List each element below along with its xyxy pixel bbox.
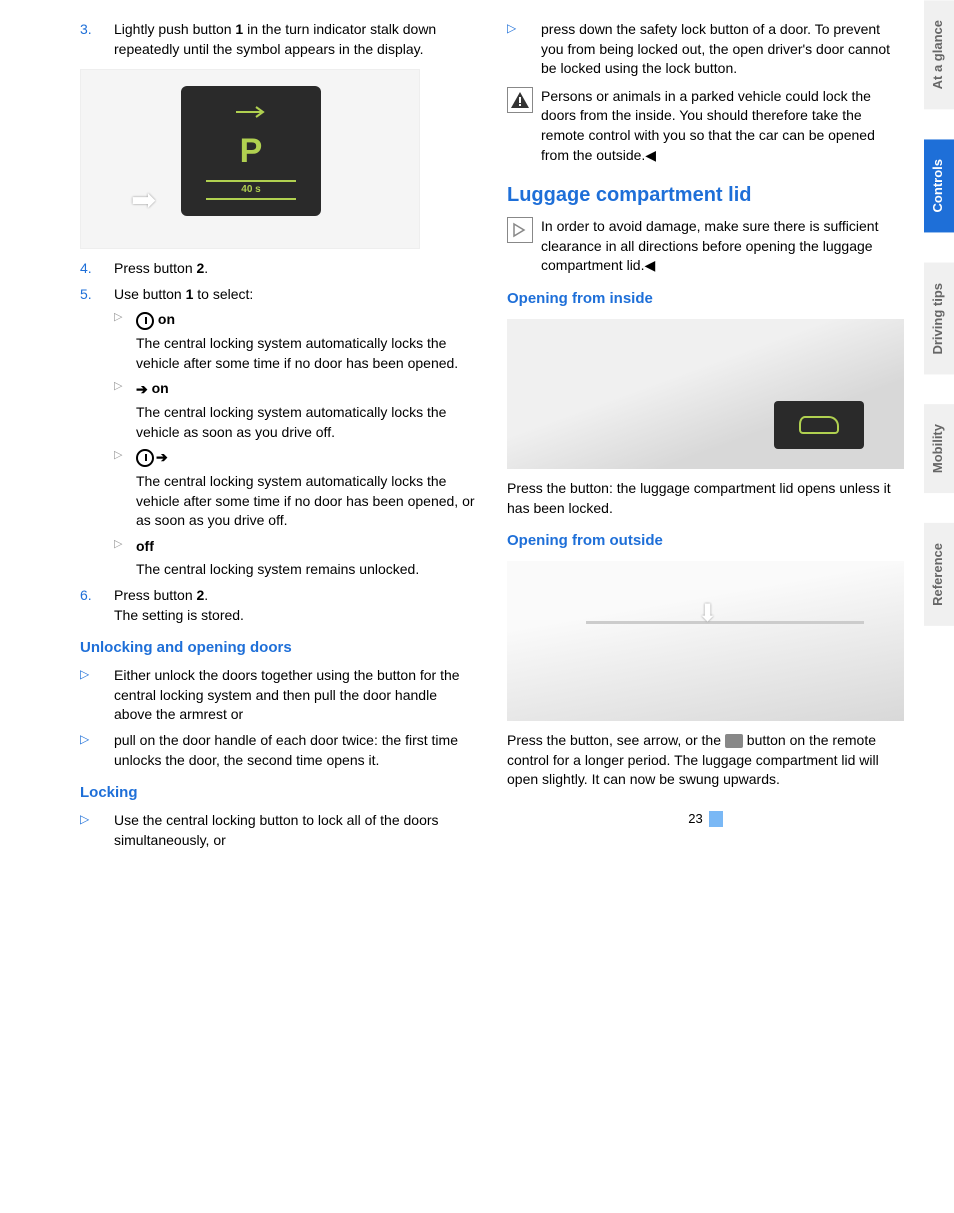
option-label: off	[136, 537, 477, 557]
heading-opening-inside: Opening from inside	[507, 288, 904, 309]
gauge-arrow-icon	[231, 102, 271, 122]
end-mark-icon: ◀	[644, 257, 655, 273]
option-clock-arrow: ▷ ➔	[114, 448, 477, 468]
page-number: 23	[507, 810, 904, 828]
trunk-image: ⬇	[507, 561, 904, 721]
tab-controls[interactable]: Controls	[924, 139, 954, 232]
option-text: The central locking system automatically…	[136, 403, 477, 442]
heading-opening-outside: Opening from outside	[507, 530, 904, 551]
outside-text: Press the button, see arrow, or the butt…	[507, 731, 904, 790]
car-trunk-icon	[799, 416, 839, 434]
tab-driving-tips[interactable]: Driving tips	[924, 263, 954, 375]
dashboard-image: P 40 s ➡	[80, 69, 420, 249]
triangle-bullet-icon: ▷	[80, 666, 114, 725]
step-number: 6.	[80, 586, 114, 625]
bullet-text: Use the central locking button to lock a…	[114, 811, 477, 850]
step-6: 6. Press button 2.The setting is stored.	[80, 586, 477, 625]
info-box: In order to avoid damage, make sure ther…	[507, 217, 904, 276]
step-number: 3.	[80, 20, 114, 59]
gauge-timer: 40 s	[206, 180, 296, 200]
bullet-text: pull on the door handle of each door twi…	[114, 731, 477, 770]
info-icon	[507, 217, 533, 243]
end-mark-icon: ◀	[645, 147, 656, 163]
pointer-arrow-icon: ➡	[131, 180, 156, 222]
heading-unlocking: Unlocking and opening doors	[80, 637, 477, 658]
clock-icon	[136, 312, 154, 330]
triangle-bullet-icon: ▷	[507, 20, 541, 79]
left-column: 3. Lightly push button 1 in the turn ind…	[80, 20, 477, 856]
warning-text: Persons or animals in a parked vehicle c…	[541, 87, 904, 165]
arrow-icon: ➔	[156, 448, 168, 468]
arrow-icon: ➔	[136, 380, 148, 400]
tab-mobility[interactable]: Mobility	[924, 404, 954, 493]
section-tabs: At a glance Controls Driving tips Mobili…	[924, 0, 954, 876]
triangle-bullet-icon: ▷	[80, 811, 114, 850]
pointer-arrow-icon: ⬇	[698, 597, 718, 631]
inside-text: Press the button: the luggage compartmen…	[507, 479, 904, 518]
triangle-bullet-icon: ▷	[114, 310, 136, 330]
unlock-bullet-2: ▷ pull on the door handle of each door t…	[80, 731, 477, 770]
triangle-bullet-icon: ▷	[80, 731, 114, 770]
option-arrow-on: ▷ ➔ on	[114, 379, 477, 399]
option-label: on	[158, 311, 175, 327]
right-column: ▷ press down the safety lock button of a…	[507, 20, 904, 856]
gauge-display: P 40 s	[181, 86, 321, 216]
step-3: 3. Lightly push button 1 in the turn ind…	[80, 20, 477, 59]
remote-button-icon	[725, 734, 743, 748]
step-4: 4. Press button 2.	[80, 259, 477, 279]
tab-reference[interactable]: Reference	[924, 523, 954, 626]
bullet-text: Either unlock the doors together using t…	[114, 666, 477, 725]
step-text: Press button 2.The setting is stored.	[114, 586, 477, 625]
step-text: Use button 1 to select:	[114, 285, 477, 305]
option-label: on	[152, 380, 169, 396]
option-text: The central locking system remains unloc…	[136, 560, 477, 580]
warning-icon	[507, 87, 533, 113]
option-text: The central locking system automatically…	[136, 472, 477, 531]
gauge-p-label: P	[240, 128, 263, 176]
lock-bullet-1: ▷ Use the central locking button to lock…	[80, 811, 477, 850]
info-text: In order to avoid damage, make sure ther…	[541, 217, 904, 276]
triangle-bullet-icon: ▷	[114, 379, 136, 399]
step-text: Lightly push button 1 in the turn indica…	[114, 20, 477, 59]
step-text: Press button 2.	[114, 259, 477, 279]
trunk-button-panel	[774, 401, 864, 449]
option-off: ▷ off	[114, 537, 477, 557]
unlock-bullet-1: ▷ Either unlock the doors together using…	[80, 666, 477, 725]
interior-image	[507, 319, 904, 469]
lock-bullet-2: ▷ press down the safety lock button of a…	[507, 20, 904, 79]
tab-at-a-glance[interactable]: At a glance	[924, 0, 954, 109]
clock-icon	[136, 449, 154, 467]
heading-luggage: Luggage compartment lid	[507, 181, 904, 209]
warning-box: Persons or animals in a parked vehicle c…	[507, 87, 904, 165]
heading-locking: Locking	[80, 782, 477, 803]
step-number: 4.	[80, 259, 114, 279]
option-text: The central locking system automatically…	[136, 334, 477, 373]
triangle-bullet-icon: ▷	[114, 448, 136, 468]
triangle-bullet-icon: ▷	[114, 537, 136, 557]
option-clock-on: ▷ on	[114, 310, 477, 330]
step-number: 5.	[80, 285, 114, 305]
step-5: 5. Use button 1 to select:	[80, 285, 477, 305]
bullet-text: press down the safety lock button of a d…	[541, 20, 904, 79]
